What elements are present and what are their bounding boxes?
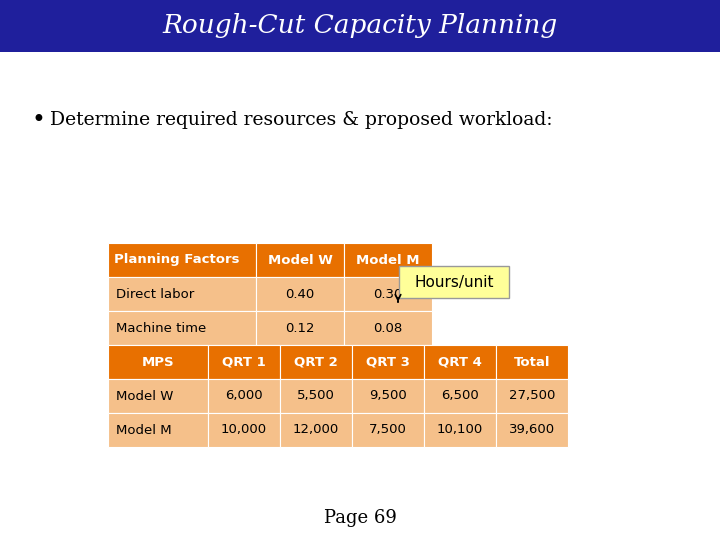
Text: 6,500: 6,500 xyxy=(441,389,479,402)
Bar xyxy=(0,0,720,52)
Text: QRT 4: QRT 4 xyxy=(438,355,482,368)
Text: 27,500: 27,500 xyxy=(509,389,555,402)
Bar xyxy=(424,379,496,413)
Text: QRT 2: QRT 2 xyxy=(294,355,338,368)
Text: 10,000: 10,000 xyxy=(221,423,267,436)
Text: Model M: Model M xyxy=(356,253,420,267)
Text: Direct labor: Direct labor xyxy=(116,287,194,300)
Text: MPS: MPS xyxy=(142,355,174,368)
Text: Model W: Model W xyxy=(268,253,333,267)
Bar xyxy=(424,345,496,379)
Bar xyxy=(280,345,352,379)
Bar xyxy=(344,277,432,311)
Text: Hours/unit: Hours/unit xyxy=(414,274,494,289)
Text: 39,600: 39,600 xyxy=(509,423,555,436)
Bar xyxy=(280,413,352,447)
Text: 7,500: 7,500 xyxy=(369,423,407,436)
Text: 10,100: 10,100 xyxy=(437,423,483,436)
Text: 0.12: 0.12 xyxy=(285,321,315,334)
Text: QRT 3: QRT 3 xyxy=(366,355,410,368)
Bar xyxy=(256,277,344,311)
Text: Rough-Cut Capacity Planning: Rough-Cut Capacity Planning xyxy=(163,14,557,38)
Bar xyxy=(108,379,208,413)
Bar xyxy=(108,311,256,345)
Bar xyxy=(352,345,424,379)
Bar xyxy=(256,243,344,277)
Text: 9,500: 9,500 xyxy=(369,389,407,402)
FancyBboxPatch shape xyxy=(399,266,509,298)
Bar xyxy=(352,413,424,447)
Text: Model M: Model M xyxy=(116,423,171,436)
Text: 5,500: 5,500 xyxy=(297,389,335,402)
Bar xyxy=(496,379,568,413)
Text: Determine required resources & proposed workload:: Determine required resources & proposed … xyxy=(50,111,552,129)
Text: QRT 1: QRT 1 xyxy=(222,355,266,368)
Bar xyxy=(280,379,352,413)
Text: 12,000: 12,000 xyxy=(293,423,339,436)
Bar xyxy=(424,413,496,447)
Bar xyxy=(108,277,256,311)
Bar xyxy=(108,413,208,447)
Text: 6,000: 6,000 xyxy=(225,389,263,402)
Text: 0.40: 0.40 xyxy=(285,287,315,300)
Bar xyxy=(496,413,568,447)
Bar xyxy=(108,243,256,277)
Bar xyxy=(256,311,344,345)
Text: Total: Total xyxy=(514,355,550,368)
Bar xyxy=(344,243,432,277)
Bar xyxy=(208,413,280,447)
Bar xyxy=(344,311,432,345)
Bar xyxy=(208,345,280,379)
Text: •: • xyxy=(31,108,45,132)
Text: Model W: Model W xyxy=(116,389,174,402)
Bar xyxy=(108,345,208,379)
Bar xyxy=(208,379,280,413)
Text: Machine time: Machine time xyxy=(116,321,206,334)
Text: 0.30: 0.30 xyxy=(373,287,402,300)
Bar xyxy=(496,345,568,379)
Bar xyxy=(352,379,424,413)
Text: Page 69: Page 69 xyxy=(323,509,397,527)
Text: Planning Factors: Planning Factors xyxy=(114,253,240,267)
Text: 0.08: 0.08 xyxy=(374,321,402,334)
